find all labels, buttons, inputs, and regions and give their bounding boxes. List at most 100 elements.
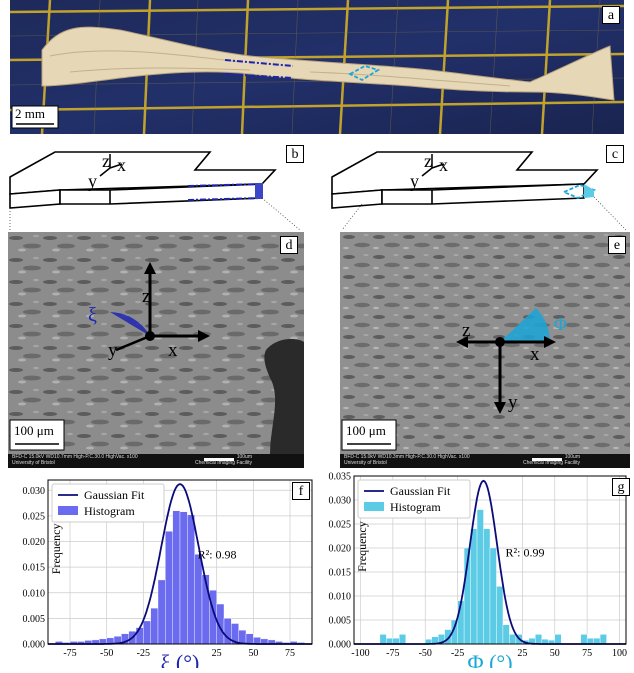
axis-x: x bbox=[530, 344, 540, 365]
y-tick-label: 0.020 bbox=[23, 537, 46, 548]
histogram-bar bbox=[399, 634, 407, 645]
legend-fit-label: Gaussian Fit bbox=[84, 488, 145, 502]
histogram-bar bbox=[379, 634, 387, 645]
specimen-photo bbox=[9, 0, 625, 135]
y-tick-label: 0.010 bbox=[23, 588, 46, 599]
y-tick-label: 0.025 bbox=[23, 511, 46, 522]
x-tick-label: 75 bbox=[582, 648, 592, 659]
histogram-bar bbox=[179, 511, 188, 645]
histogram-bar bbox=[194, 554, 203, 645]
axis-y: y bbox=[508, 392, 518, 413]
axis-z: z bbox=[102, 151, 110, 171]
sem-footer-left: BFD-C 15.0kV WD10.7mm High-P.C.30.0 High… bbox=[12, 454, 138, 466]
sem-footer-line: University of Bristol bbox=[12, 460, 55, 466]
x-axis-label: ξ (°) bbox=[161, 650, 200, 668]
r-squared-annotation: R²: 0.98 bbox=[198, 548, 237, 562]
legend-fit-label: Gaussian Fit bbox=[390, 484, 451, 498]
axis-x: x bbox=[168, 340, 178, 361]
axis-z: z bbox=[424, 151, 432, 171]
panel-label: a bbox=[602, 6, 620, 24]
histogram-bar bbox=[483, 528, 491, 645]
x-tick-label: 25 bbox=[517, 648, 527, 659]
panel-b: z x y b bbox=[0, 142, 310, 232]
histogram-bar bbox=[476, 509, 484, 645]
x-tick-label: 75 bbox=[285, 648, 295, 659]
y-tick-label: 0.010 bbox=[329, 592, 352, 603]
histogram-bar bbox=[172, 510, 181, 645]
axis-y: y bbox=[410, 171, 419, 191]
plot-frame bbox=[353, 475, 627, 645]
x-tick-label: -100 bbox=[351, 648, 369, 659]
sem-micrograph bbox=[340, 232, 630, 468]
x-tick-label: -50 bbox=[100, 648, 113, 659]
x-tick-label: -75 bbox=[63, 648, 76, 659]
histogram-bar bbox=[496, 586, 504, 645]
histogram-bar bbox=[238, 629, 247, 645]
scale-bar-label: 2 mm bbox=[15, 106, 45, 121]
histogram-bar bbox=[509, 634, 517, 645]
histogram-chart-phi: 0.000 0.005 0.010 0.015 0.020 0.025 0.030 0.035… bbox=[329, 472, 628, 673]
histogram-bar bbox=[135, 627, 144, 645]
y-tick-label: 0.030 bbox=[23, 486, 46, 497]
sem-footer-right: 100um Chemical Imaging Facility bbox=[520, 454, 580, 466]
y-tick-label: 0.030 bbox=[329, 496, 352, 507]
y-tick-label: 0.035 bbox=[329, 472, 352, 483]
x-tick-label: -25 bbox=[137, 648, 150, 659]
axis-x: x bbox=[117, 155, 126, 175]
sem-footer-right: 100um Chemical Imaging Facility bbox=[192, 454, 252, 466]
legend-box bbox=[357, 479, 471, 519]
axis-y: y bbox=[88, 171, 97, 191]
panel-g: 0.000 0.005 0.010 0.015 0.020 0.025 0.030 0.035… bbox=[318, 470, 634, 673]
histogram-bar bbox=[502, 624, 510, 645]
y-axis-label: Frequency bbox=[49, 524, 63, 575]
y-tick-label: 0.015 bbox=[329, 568, 352, 579]
histogram-bar bbox=[470, 528, 478, 645]
x-tick-label: 100 bbox=[612, 648, 627, 659]
legend-hist-swatch bbox=[364, 502, 384, 511]
legend-hist-label: Histogram bbox=[84, 504, 135, 518]
histogram-bar bbox=[489, 547, 497, 645]
sem-footer-line: 100um bbox=[564, 454, 580, 460]
angle-symbol-phi: Φ bbox=[554, 314, 568, 334]
x-axis-label: Φ (°) bbox=[467, 650, 512, 668]
panel-d: z y x ξ 100 μm BFD-C 15.0kV WD10.7mm Hig… bbox=[8, 232, 304, 468]
panel-e: z x y Φ 100 μm BFD-C 15.0kV WD10.3mm Hig… bbox=[340, 232, 630, 468]
y-tick-label: 0.000 bbox=[23, 640, 46, 651]
panel-label: e bbox=[608, 236, 626, 254]
histogram-bar bbox=[535, 634, 543, 645]
sem-footer-line: Chemical Imaging Facility bbox=[523, 460, 580, 466]
y-tick-label: 0.020 bbox=[329, 544, 352, 555]
x-tick-label: 25 bbox=[212, 648, 222, 659]
axis-y: y bbox=[108, 340, 118, 361]
legend-box bbox=[51, 483, 165, 523]
panel-f: 0.000 0.005 0.010 0.015 0.020 0.025 0.030 -75 -5… bbox=[0, 470, 318, 673]
histogram-bar bbox=[165, 531, 173, 645]
panel-label: d bbox=[280, 236, 298, 254]
y-tick-label: 0.005 bbox=[329, 616, 352, 627]
axis-x: x bbox=[439, 155, 448, 175]
sem-footer-line: 100um bbox=[236, 454, 252, 460]
x-tick-label: 50 bbox=[248, 648, 258, 659]
angle-symbol-xi: ξ bbox=[88, 304, 97, 326]
panel-label: c bbox=[606, 145, 624, 163]
specimen-schematic bbox=[331, 151, 627, 231]
panel-c: z x y c bbox=[322, 142, 634, 232]
sem-micrograph bbox=[8, 232, 304, 468]
panel-label: g bbox=[612, 478, 630, 496]
y-axis-label: Frequency bbox=[355, 521, 369, 572]
sem-footer-line: BFD-C 15.0kV WD10.3mm High-P.C.30.0 High… bbox=[344, 454, 470, 460]
plot-frame bbox=[47, 479, 313, 645]
panel-a: 2 mm a bbox=[9, 0, 625, 135]
scale-bar-label: 100 μm bbox=[346, 423, 386, 438]
specimen-schematic bbox=[9, 151, 301, 231]
histogram-bar bbox=[157, 579, 166, 645]
histogram-bar bbox=[554, 634, 562, 645]
sem-footer-line: Chemical Imaging Facility bbox=[195, 460, 252, 466]
sem-footer-left: BFD-C 15.0kV WD10.3mm High-P.C.30.0 High… bbox=[344, 454, 470, 466]
legend-hist-label: Histogram bbox=[390, 500, 441, 514]
histogram-bar bbox=[187, 514, 195, 645]
x-tick-label: 50 bbox=[550, 648, 560, 659]
sem-footer-line: BFD-C 15.0kV WD10.7mm High-P.C.30.0 High… bbox=[12, 454, 138, 460]
histogram-chart-xi: 0.000 0.005 0.010 0.015 0.020 0.025 0.030 -75 -5… bbox=[23, 479, 313, 673]
x-tick-label: -75 bbox=[386, 648, 399, 659]
